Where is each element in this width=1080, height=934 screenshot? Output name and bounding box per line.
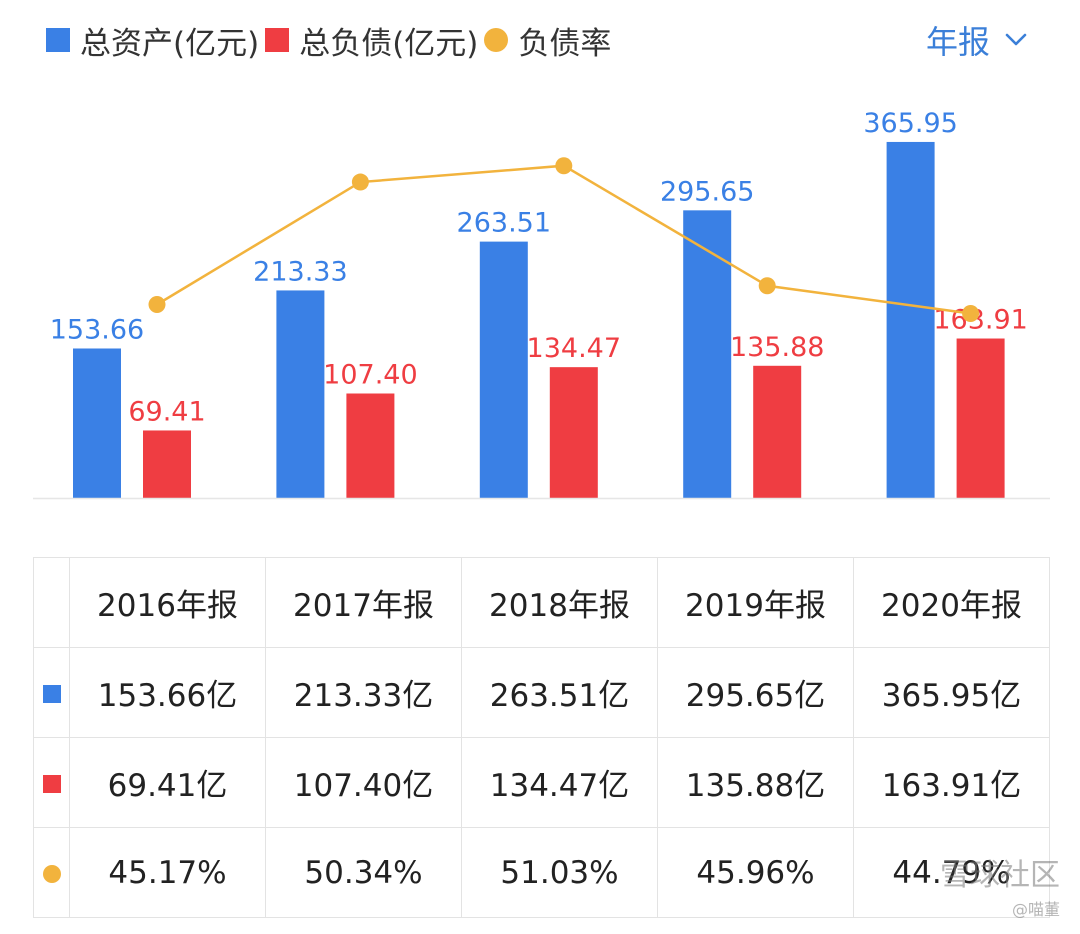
table-cell: 135.88亿	[657, 737, 854, 828]
asset-data-label: 295.65	[660, 176, 754, 207]
table-cell: 365.95亿	[853, 647, 1050, 738]
row-marker-cell	[33, 827, 70, 918]
liability-bar	[956, 338, 1005, 498]
table-row-liabilities: 69.41亿 107.40亿 134.47亿 135.88亿 163.91亿	[33, 737, 1050, 828]
liability-bar	[753, 365, 802, 498]
ratio-point	[555, 157, 573, 175]
table-row-ratio: 45.17% 50.34% 51.03% 45.96% 44.79%	[33, 827, 1050, 918]
table-cell: 163.91亿	[853, 737, 1050, 828]
asset-bar	[886, 141, 935, 498]
period-selector[interactable]: 年报	[926, 18, 1028, 62]
ratio-point	[758, 277, 776, 295]
asset-bar	[276, 290, 325, 498]
table-cell: 45.96%	[657, 827, 854, 918]
table-corner-cell	[33, 557, 70, 648]
ratio-marker	[42, 865, 61, 883]
table-cell: 44.79%	[853, 827, 1050, 918]
watermark-handle: @喵董	[1011, 900, 1060, 919]
liability-data-label: 135.88	[730, 332, 824, 363]
legend-liabilities[interactable]: 总负债(亿元)	[265, 18, 478, 63]
liability-data-label: 69.41	[128, 396, 205, 427]
table-cell: 134.47亿	[461, 737, 658, 828]
row-marker-cell	[33, 647, 70, 738]
legend-ratio-label: 负债率	[518, 25, 612, 62]
row-marker-cell	[33, 737, 70, 828]
table-header-cell: 2018年报	[461, 557, 658, 648]
liabilities-marker	[42, 775, 61, 793]
table-cell: 45.17%	[69, 827, 266, 918]
watermark-text: 雪球社区	[940, 858, 1060, 893]
legend-ratio-swatch	[484, 28, 509, 52]
table-header-cell: 2016年报	[69, 557, 266, 648]
asset-bar	[479, 241, 528, 499]
liability-bar	[346, 393, 395, 498]
liability-bar	[549, 367, 598, 498]
table-header-cell: 2017年报	[265, 557, 462, 648]
data-table: 2016年报 2017年报 2018年报 2019年报 2020年报 153.6…	[33, 557, 1050, 918]
table-header-cell: 2020年报	[853, 557, 1050, 648]
ratio-point	[351, 173, 369, 191]
asset-bar	[683, 210, 732, 498]
asset-data-label: 213.33	[253, 256, 347, 287]
table-cell: 153.66亿	[69, 647, 266, 738]
ratio-point	[148, 296, 166, 313]
period-selector-label: 年报	[925, 23, 990, 61]
table-header-cell: 2019年报	[657, 557, 854, 648]
liability-data-label: 134.47	[527, 333, 621, 364]
asset-data-label: 153.66	[50, 314, 144, 345]
watermark: 雪球社区 @喵董	[940, 850, 1060, 920]
legend-liabilities-label: 总负债(亿元)	[299, 25, 479, 62]
ratio-point	[962, 305, 980, 322]
table-cell: 263.51亿	[461, 647, 658, 738]
table-cell: 213.33亿	[265, 647, 462, 738]
table-header-row: 2016年报 2017年报 2018年报 2019年报 2020年报	[33, 557, 1050, 648]
chart-legend: 总资产(亿元) 总负债(亿元) 负债率	[46, 18, 617, 62]
chevron-down-icon	[1005, 33, 1027, 46]
legend-assets[interactable]: 总资产(亿元)	[46, 18, 259, 63]
legend-assets-label: 总资产(亿元)	[80, 25, 260, 62]
legend-liabilities-swatch	[265, 28, 290, 52]
asset-bar	[73, 348, 121, 498]
legend-assets-swatch	[46, 28, 70, 52]
chart-plot: 153.66 69.41 213.33 107.40 263.51 134.47 295.6…	[33, 108, 1050, 500]
table-cell: 295.65亿	[657, 647, 854, 738]
asset-data-label: 365.95	[863, 108, 957, 139]
table-cell: 69.41亿	[69, 737, 266, 828]
legend-ratio[interactable]: 负债率	[484, 18, 611, 63]
liability-data-label: 107.40	[323, 360, 417, 391]
asset-data-label: 263.51	[457, 208, 551, 239]
table-cell: 50.34%	[265, 827, 462, 918]
table-cell: 51.03%	[461, 827, 658, 918]
liability-bar	[143, 430, 191, 498]
table-row-assets: 153.66亿 213.33亿 263.51亿 295.65亿 365.95亿	[33, 647, 1050, 738]
table-cell: 107.40亿	[265, 737, 462, 828]
assets-marker	[42, 685, 61, 703]
